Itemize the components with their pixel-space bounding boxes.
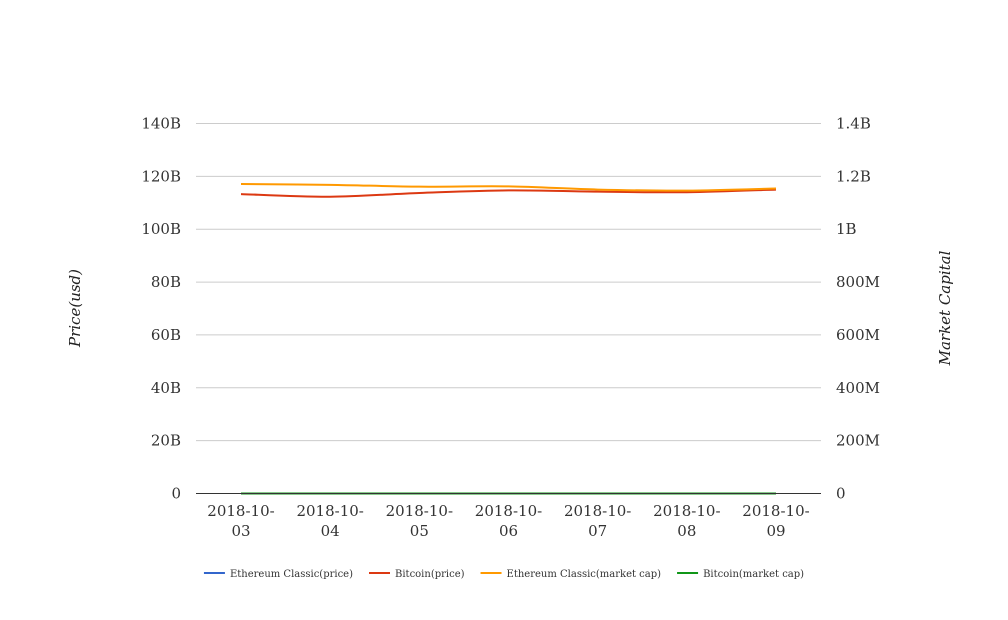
left-tick-label: 100B <box>141 220 181 238</box>
x-axis-ticks: 2018-10-03 2018-10-04 2018-10-05 2018-10-06… <box>207 502 809 540</box>
gridlines <box>196 123 821 442</box>
series-line-bitcoin-price <box>240 188 777 198</box>
right-tick-label: 1.2B <box>836 167 871 185</box>
legend-label: Bitcoin(market cap) <box>703 569 804 580</box>
x-tick-label: 2018-10-04 <box>296 502 363 540</box>
x-tick-label: 2018-10-05 <box>386 502 453 540</box>
left-axis-title: Price(usd) <box>66 269 84 348</box>
left-tick-label: 140B <box>141 115 181 133</box>
right-tick-label: 1B <box>836 220 857 238</box>
right-tick-label: 200M <box>836 432 880 450</box>
right-tick-label: 600M <box>836 326 880 344</box>
x-tick-label: 2018-10-06 <box>475 502 542 540</box>
left-tick-label: 0 <box>171 485 181 503</box>
left-tick-label: 80B <box>151 273 181 291</box>
right-tick-label: 0 <box>836 485 846 503</box>
left-tick-label: 120B <box>141 167 181 185</box>
right-tick-label: 800M <box>836 273 880 291</box>
right-axis-ticks: 0 200M 400M 600M 800M 1B 1.2B 1.4B <box>836 115 880 503</box>
left-tick-label: 40B <box>151 379 181 397</box>
right-axis-title: Market Capital <box>936 250 954 366</box>
left-axis-ticks: 0 20B 40B 60B 80B 100B 120B 140B <box>141 115 181 503</box>
left-tick-label: 60B <box>151 326 181 344</box>
series-lines <box>240 183 777 495</box>
x-tick-label: 2018-10-07 <box>564 502 631 540</box>
legend: Ethereum Classic(price) Bitcoin(price) Eth… <box>203 569 804 580</box>
right-tick-label: 1.4B <box>836 115 871 133</box>
x-tick-label: 2018-10-08 <box>653 502 720 540</box>
x-tick-label: 2018-10-09 <box>742 502 809 540</box>
legend-label: Ethereum Classic(price) <box>230 569 353 580</box>
legend-label: Ethereum Classic(market cap) <box>507 569 662 580</box>
x-tick-label: 2018-10-03 <box>207 502 274 540</box>
left-tick-label: 20B <box>151 432 181 450</box>
right-tick-label: 400M <box>836 379 880 397</box>
series-line-ethereum-classic-market-cap <box>240 183 777 192</box>
legend-label: Bitcoin(price) <box>395 569 465 580</box>
